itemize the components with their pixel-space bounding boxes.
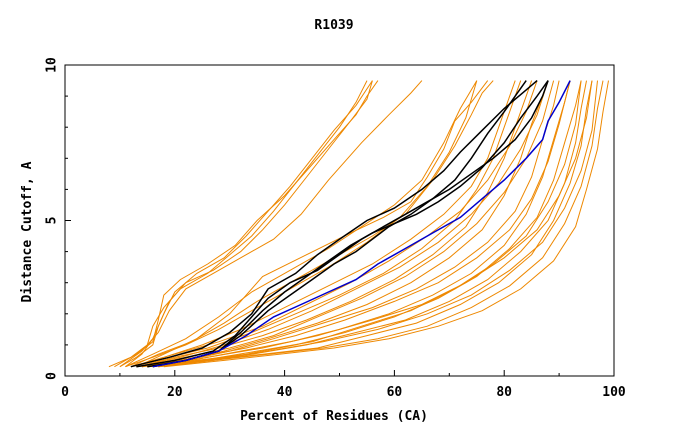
series-line-orange-18: [152, 80, 593, 368]
series-line-orange-23: [152, 80, 582, 368]
series-line-orange-2: [119, 80, 373, 368]
series-line-blue-32: [152, 80, 571, 368]
series-line-orange-22: [147, 80, 571, 368]
series-lines: [108, 80, 609, 368]
series-line-orange-25: [158, 80, 598, 368]
series-line-black-31: [152, 80, 527, 368]
x-tick-label: 0: [61, 385, 69, 400]
chart-title: R1039: [314, 18, 353, 33]
y-axis-label: Distance Cutoff, A: [20, 161, 35, 302]
x-tick-label: 100: [602, 385, 626, 400]
x-axis-label: Percent of Residues (CA): [240, 409, 428, 424]
plot-area: [65, 65, 614, 376]
plot-background: [65, 65, 614, 376]
series-line-orange-10: [130, 80, 516, 368]
series-line-orange-8: [130, 80, 494, 368]
series-line-orange-20: [163, 80, 609, 368]
series-line-black-29: [147, 80, 549, 368]
series-line-orange-7: [125, 80, 478, 368]
series-line-orange-14: [141, 80, 560, 368]
series-line-orange-4: [125, 80, 373, 368]
x-tick-label: 40: [277, 385, 293, 400]
x-tick-label: 60: [387, 385, 403, 400]
y-tick-label: 5: [45, 217, 60, 225]
x-tick-label: 20: [167, 385, 183, 400]
axes: 0 20 40 60 80 100 0 5 10: [45, 57, 626, 400]
series-line-black-30: [130, 80, 538, 368]
series-line-orange-27: [130, 80, 538, 368]
series-line-orange-6: [136, 80, 489, 368]
series-line-orange-19: [158, 80, 604, 368]
series-line-orange-3: [108, 80, 368, 368]
y-tick-label: 10: [45, 57, 60, 73]
series-line-orange-26: [152, 80, 593, 368]
x-tick-label: 80: [496, 385, 512, 400]
series-line-orange-11: [130, 80, 522, 368]
series-line-orange-15: [141, 80, 571, 368]
series-line-orange-5: [119, 80, 423, 368]
series-line-orange-24: [136, 80, 549, 368]
y-tick-label: 0: [45, 372, 60, 380]
